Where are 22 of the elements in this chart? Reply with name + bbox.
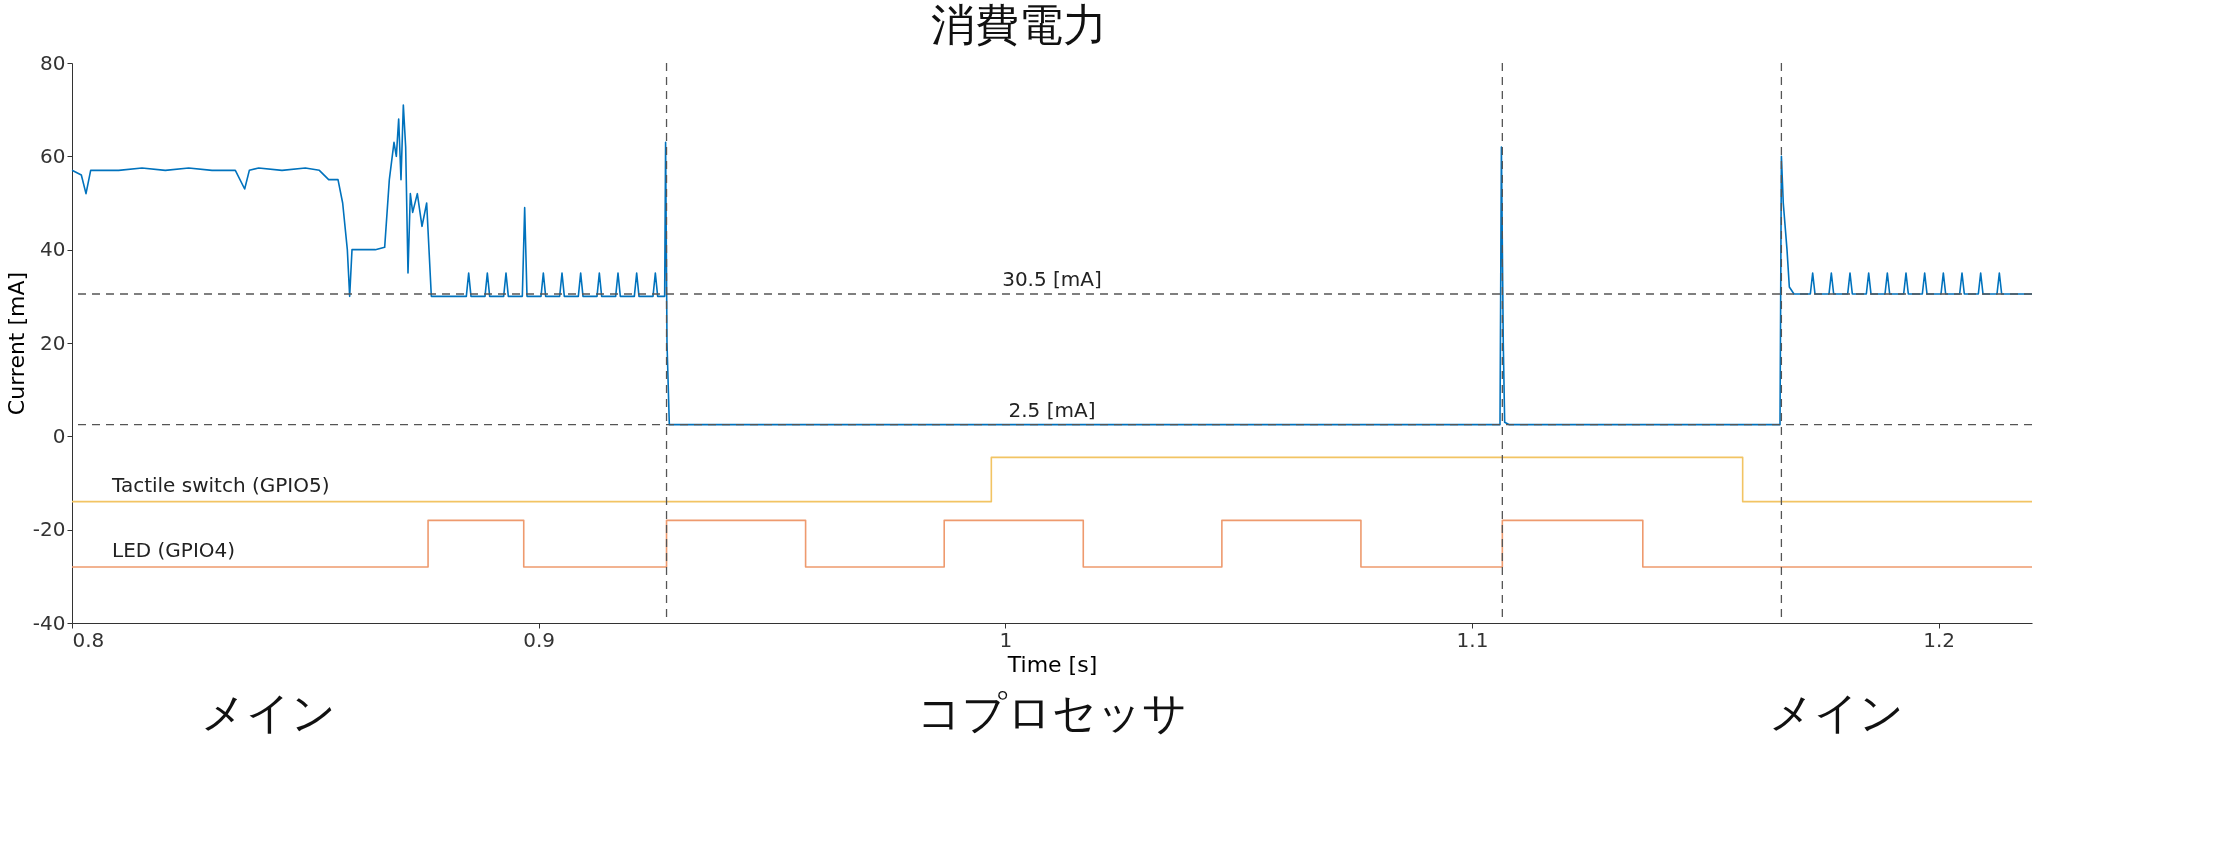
y-tick-label: -20 [32, 517, 66, 542]
x-axis-title: Time [s] [1006, 651, 1098, 677]
text: メイン [1768, 687, 1904, 738]
x-tick-label: 1 [999, 627, 1013, 652]
x-tick-label: 1.1 [1456, 627, 1489, 652]
x-tick-label: 0.8 [72, 627, 105, 652]
ref-line-label: 30.5 [mA] [1002, 267, 1102, 291]
y-tick-label: 20 [40, 330, 66, 355]
text: コプロセッサ [917, 687, 1187, 738]
y-tick-label: 0 [52, 423, 66, 448]
text: メイン [200, 687, 336, 738]
y-tick-label: -40 [32, 610, 66, 635]
y-tick-label: 60 [40, 143, 66, 168]
chart-title: 消費電力 [931, 0, 1108, 50]
y-axis-title: Current [mA] [3, 271, 29, 416]
ref-line-label: 2.5 [mA] [1008, 397, 1096, 422]
y-tick-label: 80 [40, 50, 66, 75]
x-tick-label: 1.2 [1923, 627, 1956, 652]
y-tick-label: 40 [40, 237, 66, 262]
series-label: LED (GPIO4) [112, 538, 236, 562]
series-label: Tactile switch (GPIO5) [111, 472, 330, 497]
x-tick-label: 0.9 [523, 627, 556, 652]
